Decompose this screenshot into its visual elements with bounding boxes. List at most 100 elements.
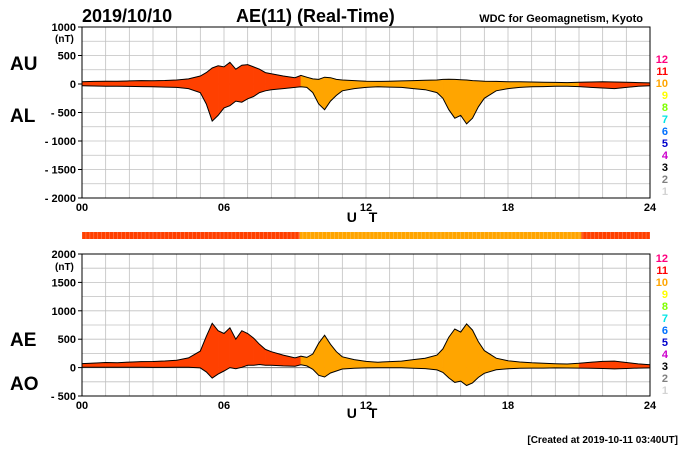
station-count-bar [81,232,651,239]
ae-ao-lines [81,322,651,387]
station-key-label: 12 [656,253,668,265]
station-key-label: 8 [662,102,668,114]
ae-ao-y-ticks: 2000 1500 1000 500 0 - 500 [51,249,82,403]
y-tick-label: 2000 [52,249,76,261]
area-segment [377,80,390,88]
area-segment [206,323,213,379]
area-segment [105,362,118,368]
station-key-label: 10 [656,78,668,90]
au-al-y-ticks: 1000 500 0 - 500 - 1000 - 1500 - 2000 [45,22,82,205]
ao-label: AO [10,374,39,395]
organization-label: WDC for Geomagnetism, Kyoto [479,13,643,25]
area-segment [140,361,154,368]
station-key-label: 10 [656,277,668,289]
area-segment [223,327,231,372]
area-segment [253,66,260,98]
station-key-label: 3 [662,162,668,174]
y-tick-label: 1000 [52,306,76,318]
station-key-label: 8 [662,301,668,313]
station-key-label: 2 [662,174,668,186]
area-segment [247,64,254,100]
x-tick-label: 18 [502,400,514,412]
al-label: AL [10,106,36,127]
area-segment [217,65,225,117]
y-tick-label: 500 [58,51,76,63]
ae-ao-frame [81,253,651,397]
station-key-label: 11 [656,265,668,277]
station-key-label: 4 [662,349,669,361]
area-segment [259,68,266,93]
station-key-label: 7 [662,114,668,126]
ae-ao-unit: (nT) [55,262,74,273]
area-segment [484,80,497,99]
station-key-label: 6 [662,325,668,337]
ae-ao-grid [81,253,651,397]
x-tick-label: 00 [76,202,88,214]
station-key-label: 7 [662,313,668,325]
station-key-label: 9 [662,90,668,102]
area-segment [448,328,455,383]
station-key-label: 5 [662,337,668,349]
area-segment [253,337,260,366]
y-tick-label: - 500 [51,391,76,403]
figure-title: AE(11) (Real-Time) [236,6,395,26]
au-al-lines [81,61,651,125]
station-count-segment [581,232,650,239]
station-count-segment [299,232,582,239]
station-key-label: 1 [662,186,668,198]
station-key-label: 1 [662,385,668,397]
x-tick-label: 00 [76,400,88,412]
created-timestamp: [Created at 2019-10-11 03:40UT] [527,435,678,446]
x-tick-label: 18 [502,202,514,214]
station-key-label: 12 [656,54,668,66]
y-tick-label: 1000 [52,22,76,34]
date-label: 2019/10/10 [82,6,172,26]
y-tick-label: - 1500 [45,165,76,177]
area-segment [602,360,615,370]
area-segment [152,80,166,88]
area-segment [312,78,319,105]
station-key-label: 11 [656,66,668,78]
y-tick-label: - 2000 [45,193,76,205]
area-segment [235,64,242,103]
x-tick-label: 06 [218,202,230,214]
station-count-segment [82,232,300,239]
series-line-al [81,85,651,125]
area-segment [466,79,473,125]
y-tick-label: - 500 [51,108,76,120]
area-segment [223,61,231,109]
area-segment [265,72,272,92]
y-tick-label: 1500 [52,277,76,289]
area-segment [602,81,615,89]
area-segment [324,334,331,378]
au-label: AU [10,54,37,75]
x-tick-label: 12 [360,400,372,412]
area-segment [389,80,402,88]
area-segment [454,79,461,119]
area-segment [105,80,118,87]
area-segment [217,330,225,375]
station-key-label: 2 [662,373,668,385]
x-tick-label: 12 [360,202,372,214]
y-tick-label: 0 [70,363,76,375]
series-line-ae [81,322,651,366]
area-segment [389,360,402,369]
station-key-label: 3 [662,361,668,373]
area-segment [140,80,154,88]
series-line-au [81,61,651,84]
area-segment [460,323,467,386]
area-segment [247,333,254,366]
station-key-label: 6 [662,126,668,138]
area-segment [93,80,106,87]
ae-label: AE [10,330,36,351]
ae-ao-x-axis-label: U T [347,405,382,421]
x-tick-label: 24 [644,400,657,412]
x-tick-label: 06 [218,400,230,412]
ae-ao-x-ticks: 00 06 12 18 24 [76,400,657,412]
station-key-label: 4 [662,150,669,162]
area-segment [241,64,248,103]
area-segment [466,323,473,386]
